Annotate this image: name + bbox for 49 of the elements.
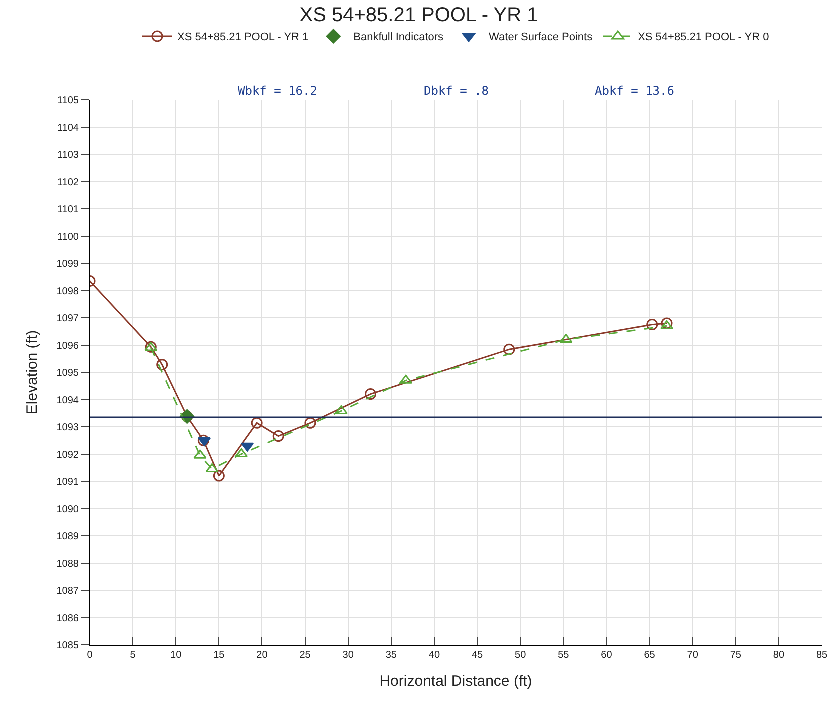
x-tick-label: 35 — [386, 650, 398, 661]
y-tick-label: 1093 — [56, 422, 80, 434]
y-tick-label: 1099 — [56, 259, 80, 270]
x-tick-label: 55 — [558, 650, 570, 661]
x-tick-label: 75 — [730, 650, 742, 661]
legend-label: Bankfull Indicators — [354, 32, 444, 44]
x-tick-label: 50 — [515, 650, 527, 661]
x-tick-label: 45 — [472, 650, 484, 661]
y-tick-label: 1094 — [56, 395, 80, 406]
x-axis-title: Horizontal Distance (ft) — [380, 673, 532, 690]
y-tick-label: 1085 — [56, 640, 80, 652]
y-tick-label: 1101 — [57, 204, 80, 216]
x-tick-label: 25 — [300, 650, 312, 661]
y-tick-label: 1088 — [56, 558, 80, 570]
y-tick-label: 1104 — [57, 122, 80, 134]
x-tick-label: 60 — [601, 650, 613, 661]
y-axis-title: Elevation (ft) — [24, 330, 41, 415]
y-tick-label: 1096 — [56, 340, 80, 352]
y-tick-label: 1102 — [57, 177, 80, 188]
y-tick-label: 1091 — [56, 477, 80, 488]
x-tick-label: 85 — [816, 650, 828, 661]
y-tick-label: 1100 — [57, 232, 80, 243]
x-tick-label: 20 — [256, 650, 268, 661]
y-tick-label: 1087 — [56, 586, 80, 597]
text: Abkf = 13.6 — [595, 84, 674, 98]
y-tick-label: 1092 — [56, 450, 80, 461]
y-tick-label: 1097 — [56, 314, 80, 324]
y-tick-label: 1103 — [57, 150, 80, 161]
legend-label: XS 54+85.21 POOL - YR 0 — [638, 32, 770, 44]
legend-label: XS 54+85.21 POOL - YR 1 — [178, 32, 309, 44]
y-tick-label: 1089 — [56, 532, 80, 542]
x-tick-label: 70 — [687, 650, 699, 661]
x-tick-label: 80 — [773, 650, 785, 661]
x-tick-label: 65 — [644, 650, 656, 661]
y-tick-label: 1105 — [57, 96, 80, 106]
y-tick-label: 1095 — [56, 368, 80, 379]
text: Wbkf = 16.2 — [238, 84, 318, 98]
legend-label: Water Surface Points — [489, 32, 594, 44]
chart-title: XS 54+85.21 POOL - YR 1 — [300, 4, 538, 26]
text: Dbkf = .8 — [424, 84, 490, 98]
y-tick-label: 1098 — [56, 286, 80, 298]
x-tick-label: 15 — [214, 650, 226, 661]
y-tick-label: 1086 — [56, 613, 80, 624]
x-tick-label: 40 — [428, 650, 440, 661]
y-tick-label: 1090 — [56, 504, 80, 516]
x-tick-label: 30 — [342, 650, 354, 661]
x-tick-label: 0 — [87, 650, 94, 661]
x-tick-label: 10 — [170, 650, 182, 661]
x-tick-label: 5 — [130, 650, 136, 661]
